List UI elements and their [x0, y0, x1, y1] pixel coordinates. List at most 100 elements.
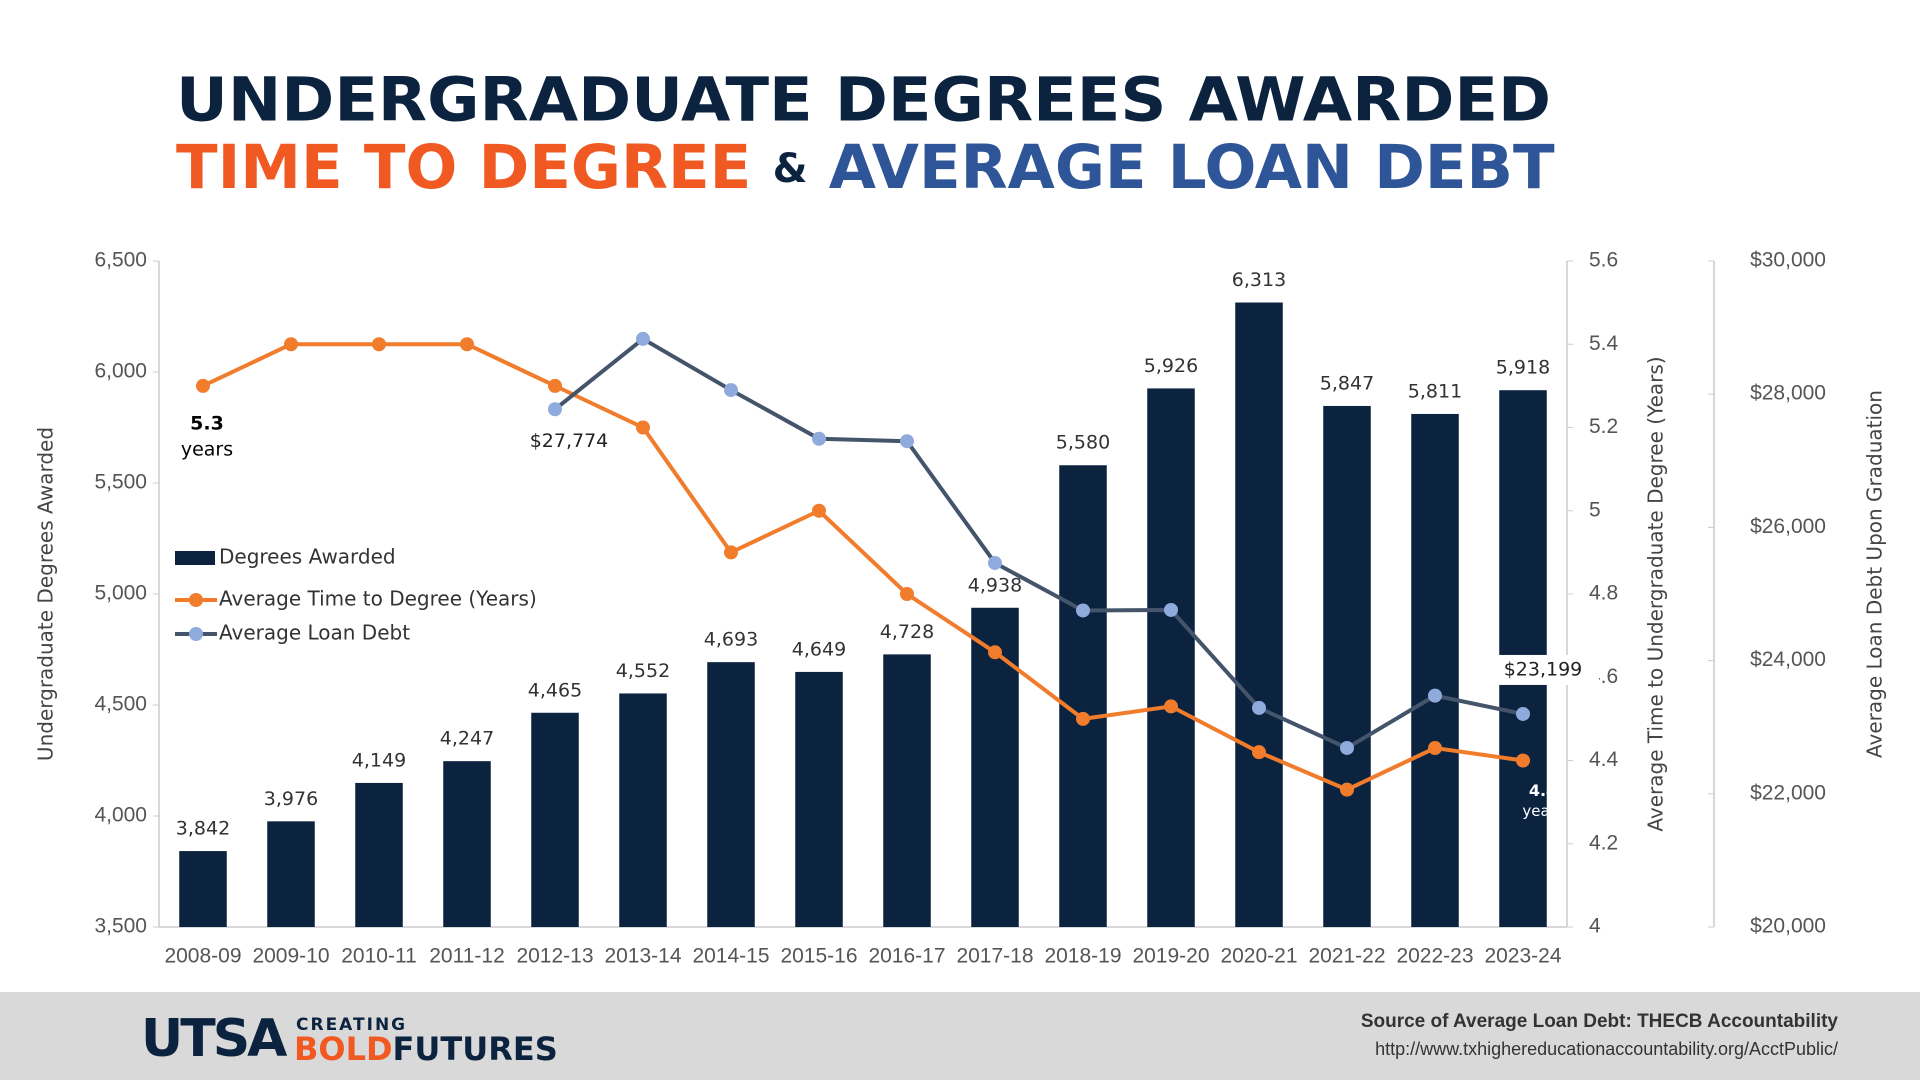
y2-tick-label: 5.4 [1589, 332, 1619, 355]
marker [284, 337, 298, 352]
y3-axis-title: Average Loan Debt Upon Graduation [1863, 390, 1887, 758]
time-label: 4.4 [1529, 781, 1557, 800]
bar [355, 782, 403, 927]
marker [900, 587, 914, 601]
marker [1340, 740, 1354, 755]
bar [1323, 405, 1371, 927]
x-tick-label: 2015-16 [780, 945, 857, 968]
marker [1340, 782, 1354, 797]
x-tick-label: 2010-11 [341, 945, 417, 968]
bar [531, 712, 579, 927]
subtitle-joiner: & [773, 146, 808, 192]
marker [1516, 706, 1530, 721]
x-tick-label: 2011-12 [429, 945, 505, 968]
bar-value-label: 4,552 [616, 660, 670, 682]
bar [443, 761, 491, 927]
y3-tick-label: $24,000 [1750, 648, 1826, 671]
legend-label: Degrees Awarded [219, 545, 396, 569]
line [202, 342, 1524, 792]
logo-bold: BOLD [294, 1030, 393, 1068]
bar [179, 851, 227, 927]
y2-tick-label: 5.2 [1589, 415, 1618, 438]
bar-value-label: 4,693 [704, 629, 758, 651]
legend-label: Average Loan Debt [219, 621, 410, 645]
x-tick-label: 2013-14 [604, 945, 681, 968]
label-bg [513, 426, 625, 457]
label-bg [1487, 654, 1599, 685]
line [553, 336, 1524, 751]
x-tick-label: 2022-23 [1396, 945, 1473, 968]
y2-tick-label: 4.8 [1589, 582, 1618, 605]
y2-tick-label: 4.4 [1589, 748, 1619, 771]
y-tick-label: 6,500 [94, 249, 147, 272]
marker [1164, 602, 1178, 617]
y3-tick-label: $28,000 [1750, 382, 1826, 405]
marker [636, 420, 650, 435]
legend-label: Average Time to Degree (Years) [219, 587, 537, 611]
y3-tick-label: $26,000 [1750, 515, 1826, 538]
subtitle-part: AVERAGE LOAN DEBT [829, 132, 1555, 203]
y-axis-title: Undergraduate Degrees Awarded [34, 427, 58, 761]
bar-value-label: 5,580 [1056, 432, 1110, 454]
y2-tick-label: 5 [1589, 498, 1601, 521]
marker [636, 331, 650, 346]
subtitle-part: TIME TO DEGREE [176, 132, 751, 203]
bar [795, 671, 843, 927]
y2-tick-label: 4.2 [1589, 831, 1618, 854]
legend-swatch [175, 551, 215, 565]
marker [1428, 688, 1442, 703]
subtitle: TIME TO DEGREE & AVERAGE LOAN DEBT [176, 132, 1555, 203]
x-tick-label: 2008-09 [164, 945, 241, 968]
y-tick-label: 4,000 [94, 804, 147, 827]
bar-value-label: 4,649 [792, 638, 846, 660]
marker [988, 555, 1002, 570]
bar-value-label: 5,918 [1496, 357, 1550, 379]
bar [971, 607, 1019, 927]
loan-label: $27,774 [530, 430, 609, 452]
x-tick-label: 2018-19 [1044, 945, 1121, 968]
bar-value-label: 5,811 [1408, 380, 1462, 402]
x-tick-label: 2014-15 [692, 945, 769, 968]
logo: UTSA [141, 1009, 287, 1069]
marker [1252, 700, 1266, 715]
bar-value-label: 5,847 [1320, 372, 1374, 394]
marker [1076, 711, 1090, 726]
x-tick-label: 2016-17 [868, 945, 945, 968]
footer-band [0, 992, 1920, 1080]
marker [460, 337, 474, 352]
marker [988, 645, 1002, 660]
y2-tick-label: 5.6 [1589, 249, 1618, 272]
y-tick-label: 5,500 [94, 471, 147, 494]
y-tick-label: 3,500 [94, 915, 147, 938]
bar-value-label: 4,465 [528, 679, 582, 701]
marker [548, 402, 562, 417]
x-tick-label: 2023-24 [1484, 945, 1561, 968]
marker [724, 383, 738, 398]
y2-axis-title: Average Time to Undergraduate Degree (Ye… [1644, 356, 1668, 831]
bar [883, 654, 931, 927]
y-tick-label: 6,000 [94, 360, 147, 383]
y3-tick-label: $20,000 [1750, 915, 1826, 938]
marker [196, 378, 210, 393]
source: Source of Average Loan Debt: THECB Accou… [1361, 1011, 1839, 1032]
time-unit: years [1522, 802, 1563, 820]
bar-value-label: 3,842 [176, 818, 230, 840]
time-label: 5.3 [190, 412, 224, 434]
bar-value-label: 4,149 [352, 749, 406, 771]
bar-value-label: 6,313 [1232, 269, 1286, 291]
loan-label: $23,199 [1504, 658, 1583, 680]
bar [619, 693, 667, 927]
bar [267, 821, 315, 927]
bar-value-label: 4,728 [880, 621, 934, 643]
x-tick-label: 2019-20 [1132, 945, 1209, 968]
marker [548, 378, 562, 393]
marker [724, 545, 738, 560]
bar-value-label: 5,926 [1144, 355, 1198, 377]
marker [812, 503, 826, 518]
bar [707, 662, 755, 927]
time-unit: years [181, 438, 233, 460]
x-tick-label: 2009-10 [252, 945, 329, 968]
bar-value-label: 4,247 [440, 728, 494, 750]
marker [812, 431, 826, 446]
x-tick-label: 2021-22 [1308, 945, 1385, 968]
